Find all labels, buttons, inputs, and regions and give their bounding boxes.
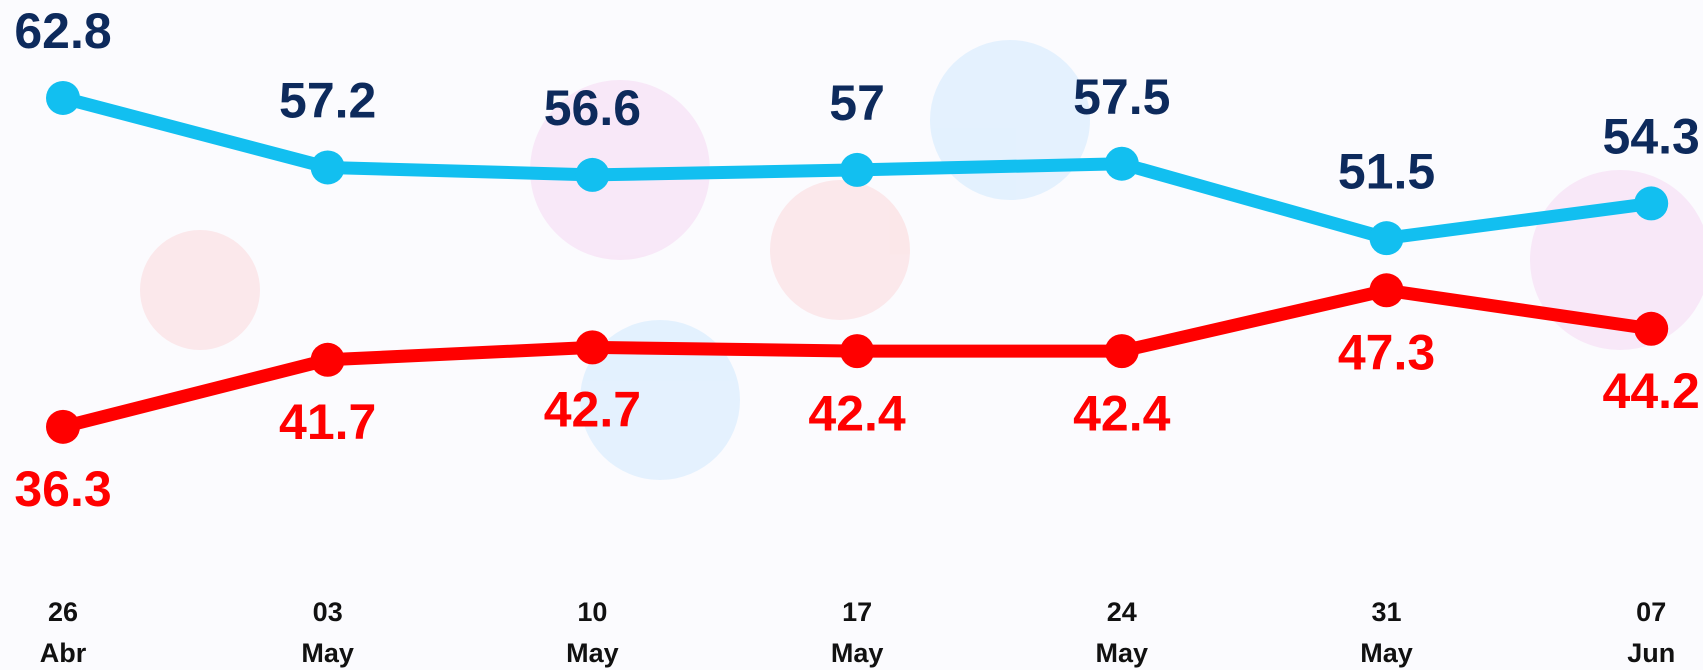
x-tick-label: 07: [1636, 597, 1666, 627]
x-tick-label: 17: [842, 597, 872, 627]
data-label: 54.3: [1603, 109, 1700, 165]
data-label: 41.7: [279, 394, 376, 450]
data-label: 51.5: [1338, 143, 1435, 199]
x-tick-label: May: [301, 638, 354, 668]
data-point: [575, 330, 610, 365]
data-label: 56.6: [544, 80, 641, 136]
data-label: 57.2: [279, 73, 376, 129]
data-point: [310, 150, 345, 185]
data-point: [1369, 273, 1404, 308]
data-label: 44.2: [1603, 363, 1700, 419]
x-tick-label: 10: [577, 597, 607, 627]
x-tick-label: Jun: [1627, 638, 1675, 668]
x-tick-label: May: [1096, 638, 1149, 668]
x-tick-label: May: [831, 638, 884, 668]
data-point: [1104, 334, 1139, 369]
data-point: [1634, 311, 1669, 346]
data-label: 36.3: [14, 461, 111, 517]
x-tick-label: 03: [313, 597, 343, 627]
x-tick-label: Abr: [40, 638, 87, 668]
x-tick-label: 24: [1107, 597, 1137, 627]
data-point: [575, 157, 610, 192]
data-label: 42.7: [544, 382, 641, 438]
data-point: [840, 334, 875, 369]
data-point: [1104, 146, 1139, 181]
data-point: [46, 80, 80, 115]
x-tick-label: May: [1360, 638, 1413, 668]
data-point: [310, 342, 345, 377]
data-label: 62.8: [14, 3, 111, 59]
data-point: [46, 409, 80, 444]
data-point: [1369, 221, 1404, 256]
x-tick-label: 31: [1371, 597, 1401, 627]
x-tick-label: May: [566, 638, 619, 668]
data-label: 42.4: [1073, 385, 1171, 441]
data-label: 47.3: [1338, 325, 1435, 381]
x-tick-label: 26: [48, 597, 78, 627]
data-label: 57.5: [1073, 69, 1170, 125]
data-label: 57: [829, 75, 885, 131]
data-point: [1634, 186, 1669, 221]
data-label: 42.4: [808, 385, 906, 441]
data-point: [840, 152, 875, 187]
